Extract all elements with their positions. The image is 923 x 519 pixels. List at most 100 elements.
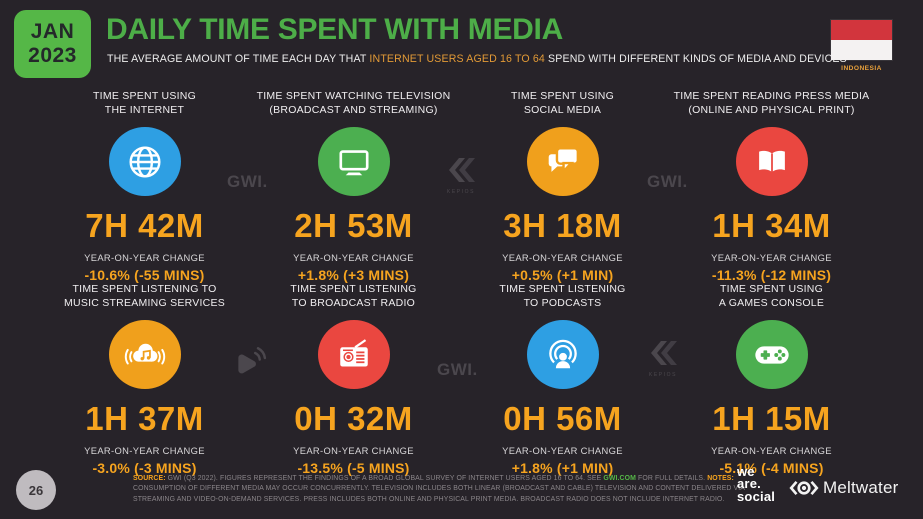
stat-title-line1: TIME SPENT LISTENING [290,283,417,295]
stat-title-line1: TIME SPENT WATCHING TELEVISION [256,90,451,102]
stats-grid: TIME SPENT USING THE INTERNET 7H 42M YEAR… [40,90,876,476]
flag-white-band [831,40,892,60]
stat-card-television: TIME SPENT WATCHING TELEVISION (BROADCAST… [249,90,458,283]
stat-title-line1: TIME SPENT USING [511,90,614,102]
indonesia-flag [831,20,892,60]
stat-title-line2: SOCIAL MEDIA [523,103,602,116]
stat-value: 7H 42M [85,207,204,244]
speech-bubbles-icon [526,127,599,196]
stat-title: TIME SPENT USING A GAMES CONSOLE [719,283,824,311]
subtitle-suffix: SPEND WITH DIFFERENT KINDS OF MEDIA AND … [544,53,847,65]
stat-title-line2: (ONLINE AND PHYSICAL PRINT) [688,103,855,116]
kepios-logo-icon [651,341,677,365]
gwi-watermark: GWI. [227,172,268,191]
stat-title-line1: TIME SPENT USING [720,283,823,295]
yoy-change: -11.3% (-12 MINS) [711,267,832,283]
stat-title: TIME SPENT USING THE INTERNET [93,90,196,118]
meltwater-wordmark: Meltwater [823,478,899,497]
date-badge: JAN 2023 [14,10,91,78]
stat-value: 1H 15M [712,400,831,437]
stat-title-line2: A GAMES CONSOLE [718,296,825,309]
stat-value: 1H 34M [712,207,831,244]
kepios-label: KEPIOS [648,372,678,378]
stat-card-press-media: TIME SPENT READING PRESS MEDIA (ONLINE AN… [667,90,876,283]
yoy-change: -3.0% (-3 MINS) [92,460,197,476]
stat-value: 3H 18M [503,207,622,244]
open-book-icon [735,127,808,196]
yoy-label: YEAR-ON-YEAR CHANGE [502,252,623,263]
was-line-3: social [737,488,776,504]
kepios-label: KEPIOS [446,189,476,195]
stat-title-line1: TIME SPENT LISTENING [499,283,626,295]
yoy-change: -13.5% (-5 MINS) [297,460,410,476]
stat-value: 2H 53M [294,207,413,244]
yoy-label: YEAR-ON-YEAR CHANGE [293,252,414,263]
stat-card-games-console: TIME SPENT USING A GAMES CONSOLE 1H 15M Y… [667,283,876,476]
gwi-watermark: GWI. [437,360,478,379]
stat-title: TIME SPENT LISTENING TO MUSIC STREAMING S… [64,283,225,311]
yoy-change: +1.8% (+3 MINS) [297,267,410,283]
stat-title: TIME SPENT LISTENING TO BROADCAST RADIO [290,283,416,311]
we-are-social-logo: we are. social [737,464,776,504]
page-number-badge: 26 [16,470,56,510]
stat-title-line1: TIME SPENT USING [93,90,196,102]
yoy-label: YEAR-ON-YEAR CHANGE [711,445,832,456]
meltwater-eye-icon [789,480,819,496]
radio-icon [317,320,390,389]
stat-card-internet: TIME SPENT USING THE INTERNET 7H 42M YEAR… [40,90,249,283]
stat-title-line2: TO BROADCAST RADIO [291,296,416,309]
stat-title-line2: THE INTERNET [104,103,185,116]
meltwater-logo: Meltwater [789,478,899,498]
was-line-1: we [737,464,755,479]
kepios-logo-icon [449,158,475,182]
stat-title: TIME SPENT READING PRESS MEDIA (ONLINE AN… [674,90,870,118]
stat-title: TIME SPENT USING SOCIAL MEDIA [511,90,614,118]
gwi-watermark: GWI. [647,172,688,191]
gwi-com-link[interactable]: GWI.COM [603,475,636,482]
stat-title-line2: (BROADCAST AND STREAMING) [269,103,438,116]
kepios-watermark: KEPIOS [648,341,678,378]
stat-card-music-streaming: TIME SPENT LISTENING TO MUSIC STREAMING S… [40,283,249,476]
stat-title: TIME SPENT WATCHING TELEVISION (BROADCAST… [257,90,451,118]
stat-title: TIME SPENT LISTENING TO PODCASTS [499,283,625,311]
stat-title-line1: TIME SPENT LISTENING TO [72,283,217,295]
source-note: SOURCE: GWI (Q3 2022). FIGURES REPRESENT… [133,474,781,505]
stat-value: 1H 37M [85,400,204,437]
yoy-label: YEAR-ON-YEAR CHANGE [711,252,832,263]
yoy-label: YEAR-ON-YEAR CHANGE [293,445,414,456]
stat-card-broadcast-radio: TIME SPENT LISTENING TO BROADCAST RADIO 0… [249,283,458,476]
page-title: DAILY TIME SPENT WITH MEDIA [106,13,563,46]
yoy-label: YEAR-ON-YEAR CHANGE [84,252,205,263]
flag-red-band [831,20,892,40]
yoy-change: -5.1% (-4 MINS) [719,460,824,476]
stat-card-podcasts: TIME SPENT LISTENING TO PODCASTS 0H 56M Y… [458,283,667,476]
tv-icon [317,127,390,196]
stat-title-line2: MUSIC STREAMING SERVICES [64,296,225,309]
yoy-change: +1.8% (+1 MIN) [511,460,614,476]
yoy-label: YEAR-ON-YEAR CHANGE [502,445,623,456]
stat-value: 0H 32M [294,400,413,437]
gamepad-icon [735,320,808,389]
globe-icon [108,127,181,196]
stat-title-line1: TIME SPENT READING PRESS MEDIA [673,90,870,102]
country-flag-block: INDONESIA [831,20,892,72]
source-text-2: FOR FULL DETAILS. [635,475,708,482]
subtitle-prefix: THE AVERAGE AMOUNT OF TIME EACH DAY THAT [107,53,370,65]
yoy-label: YEAR-ON-YEAR CHANGE [84,445,205,456]
notes-label: NOTES: [707,475,734,482]
notes-text: CONSUMPTION OF DIFFERENT MEDIA MAY OCCUR… [133,485,745,503]
date-year: 2023 [28,44,77,67]
was-line-2: are. [737,476,761,492]
yoy-change: +0.5% (+1 MIN) [511,267,614,283]
stat-value: 0H 56M [503,400,622,437]
stat-card-social-media: TIME SPENT USING SOCIAL MEDIA 3H 18M YEAR… [458,90,667,283]
source-label: SOURCE: [133,475,166,482]
stat-title-line2: TO PODCASTS [523,296,602,309]
subtitle-highlight: INTERNET USERS AGED 16 TO 64 [369,53,545,65]
podcast-icon [526,320,599,389]
source-text-1: GWI (Q3 2022). FIGURES REPRESENT THE FIN… [165,475,604,482]
yoy-change: -10.6% (-55 MINS) [84,267,205,283]
kepios-watermark: KEPIOS [446,158,476,195]
date-month: JAN [30,20,75,44]
